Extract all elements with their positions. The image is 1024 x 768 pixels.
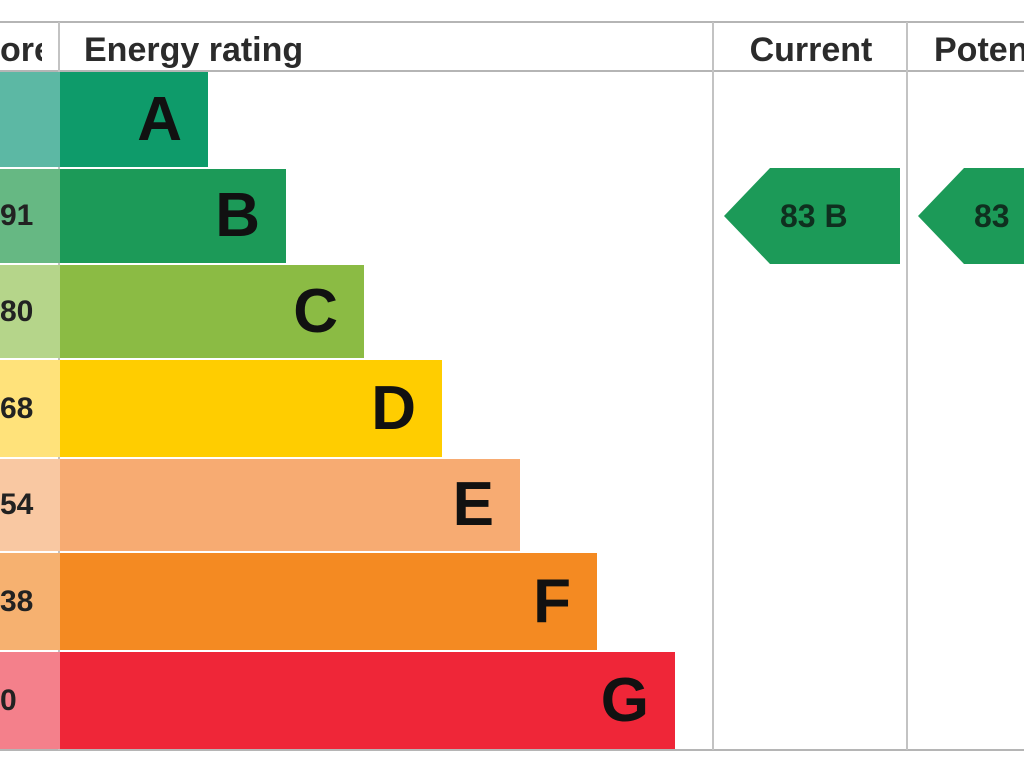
potential-rating-clip: 83 (918, 168, 1024, 264)
score-cell-g: 0 (0, 652, 60, 749)
band-letter-f: F (533, 567, 571, 636)
energy-rating-header: Energy rating (84, 31, 304, 69)
potential-header: Poten (934, 31, 1024, 69)
score-label-c: 80 (0, 295, 34, 328)
score-label-b: 91 (0, 199, 34, 232)
score-cell-a (0, 72, 60, 167)
score-cell-f: 38 (0, 553, 60, 650)
current-rating-indicator: 83 B (724, 168, 900, 264)
band-bar-g: G (60, 652, 675, 749)
band-letter-g: G (600, 666, 649, 735)
band-bar-d: D (60, 360, 442, 457)
band-bar-c: C (60, 265, 364, 358)
band-letter-b: B (215, 181, 260, 250)
band-letter-d: D (371, 374, 416, 443)
score-cell-b: 91 (0, 169, 60, 263)
score-header: ore (0, 31, 42, 69)
score-cell-e: 54 (0, 459, 60, 551)
current-arrow-shape (724, 168, 900, 264)
score-cell-c: 80 (0, 265, 60, 358)
current-column-divider (712, 22, 714, 750)
current-rating-label: 83 B (780, 198, 848, 234)
score-cell-d: 68 (0, 360, 60, 457)
potential-arrow-shape (918, 168, 1024, 264)
potential-rating-indicator: 83 (918, 168, 1024, 264)
band-bar-b: B (60, 169, 286, 263)
potential-column-divider (906, 22, 908, 750)
band-bar-f: F (60, 553, 597, 650)
table-top-border (0, 21, 1024, 23)
score-label-g: 0 (0, 684, 17, 717)
band-letter-a: A (137, 85, 182, 154)
band-letter-c: C (293, 277, 338, 346)
table-bottom-border (0, 749, 1024, 751)
current-header: Current (749, 31, 873, 69)
header-bottom-border (0, 70, 1024, 72)
band-letter-e: E (452, 470, 494, 539)
potential-rating-label: 83 (974, 198, 1010, 234)
band-bar-a: A (60, 72, 208, 167)
score-label-f: 38 (0, 585, 34, 618)
band-bar-e: E (60, 459, 520, 551)
score-label-d: 68 (0, 392, 34, 425)
score-label-e: 54 (0, 488, 34, 521)
